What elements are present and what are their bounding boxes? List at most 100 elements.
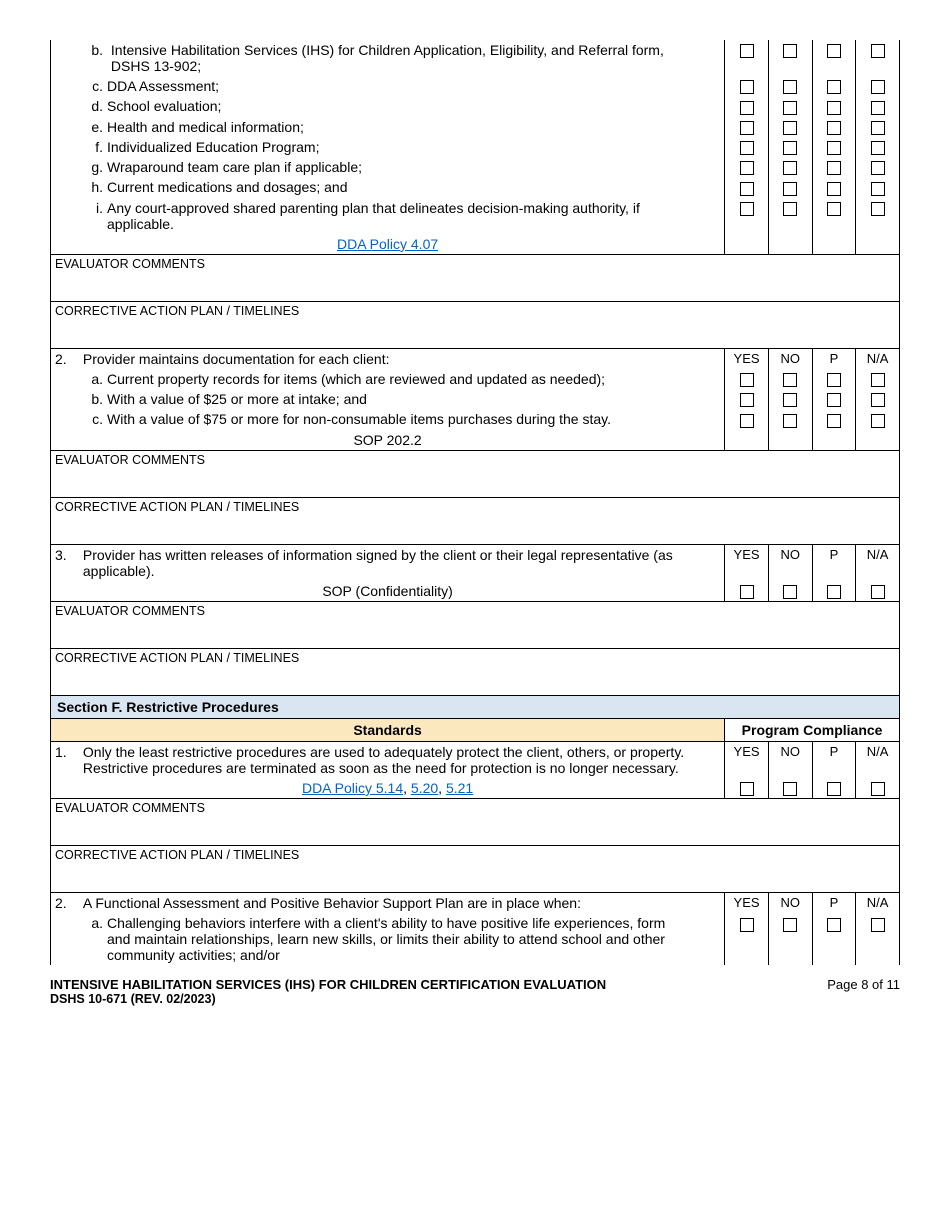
checkbox-p[interactable] — [827, 182, 841, 196]
item-letter: i. — [81, 200, 103, 216]
program-compliance-header: Program Compliance — [725, 718, 900, 741]
col-yes: YES — [725, 893, 769, 914]
question-number: 3. — [55, 547, 77, 563]
checkbox-na[interactable] — [871, 202, 885, 216]
col-na: N/A — [856, 741, 900, 778]
policy-link[interactable]: DDA Policy 4.07 — [337, 236, 438, 252]
col-p: P — [812, 348, 856, 369]
checkbox-no[interactable] — [783, 182, 797, 196]
checkbox-yes[interactable] — [740, 80, 754, 94]
checkbox-yes[interactable] — [740, 585, 754, 599]
checkbox-p[interactable] — [827, 202, 841, 216]
item-text: Individualized Education Program; — [107, 139, 687, 155]
evaluator-comments: EVALUATOR COMMENTS — [51, 450, 900, 497]
section-f-header: Section F. Restrictive Procedures — [51, 695, 900, 718]
checkbox-p[interactable] — [827, 918, 841, 932]
corrective-action: CORRECTIVE ACTION PLAN / TIMELINES — [51, 497, 900, 544]
checkbox-p[interactable] — [827, 161, 841, 175]
checkbox-p[interactable] — [827, 585, 841, 599]
checkbox-no[interactable] — [783, 918, 797, 932]
page-footer: INTENSIVE HABILITATION SERVICES (IHS) FO… — [50, 977, 900, 1006]
checkbox-no[interactable] — [783, 782, 797, 796]
item-letter: a. — [81, 915, 103, 931]
checkbox-yes[interactable] — [740, 782, 754, 796]
col-p: P — [812, 741, 856, 778]
checkbox-yes[interactable] — [740, 202, 754, 216]
corrective-action: CORRECTIVE ACTION PLAN / TIMELINES — [51, 648, 900, 695]
col-no: NO — [768, 544, 812, 581]
checkbox-na[interactable] — [871, 44, 885, 58]
checkbox-yes[interactable] — [740, 44, 754, 58]
checkbox-no[interactable] — [783, 414, 797, 428]
item-letter: d. — [81, 98, 103, 114]
reference-text: SOP (Confidentiality) — [55, 583, 720, 599]
col-p: P — [812, 893, 856, 914]
checkbox-no[interactable] — [783, 80, 797, 94]
checkbox-no[interactable] — [783, 121, 797, 135]
evaluation-form-table: b. Intensive Habilitation Services (IHS)… — [50, 40, 900, 965]
checkbox-na[interactable] — [871, 918, 885, 932]
checkbox-na[interactable] — [871, 101, 885, 115]
checkbox-yes[interactable] — [740, 161, 754, 175]
checkbox-no[interactable] — [783, 44, 797, 58]
checkbox-no[interactable] — [783, 393, 797, 407]
item-letter: f. — [81, 139, 103, 155]
reference-text: SOP 202.2 — [55, 432, 720, 448]
policy-link[interactable]: 5.21 — [446, 780, 473, 796]
col-yes: YES — [725, 544, 769, 581]
item-letter: a. — [81, 371, 103, 387]
item-letter: c. — [81, 411, 103, 427]
checkbox-yes[interactable] — [740, 182, 754, 196]
item-text: With a value of $75 or more for non-cons… — [107, 411, 687, 427]
corrective-action: CORRECTIVE ACTION PLAN / TIMELINES — [51, 301, 900, 348]
checkbox-no[interactable] — [783, 161, 797, 175]
checkbox-yes[interactable] — [740, 121, 754, 135]
checkbox-na[interactable] — [871, 80, 885, 94]
footer-title: INTENSIVE HABILITATION SERVICES (IHS) FO… — [50, 977, 606, 992]
question-number: 2. — [55, 351, 77, 367]
checkbox-na[interactable] — [871, 141, 885, 155]
checkbox-na[interactable] — [871, 121, 885, 135]
checkbox-no[interactable] — [783, 202, 797, 216]
checkbox-p[interactable] — [827, 44, 841, 58]
item-text: Intensive Habilitation Services (IHS) fo… — [111, 42, 691, 74]
checkbox-na[interactable] — [871, 393, 885, 407]
checkbox-p[interactable] — [827, 393, 841, 407]
item-text: Health and medical information; — [107, 119, 687, 135]
item-letter: c. — [81, 78, 103, 94]
checkbox-yes[interactable] — [740, 414, 754, 428]
footer-page-number: Page 8 of 11 — [827, 977, 900, 1006]
checkbox-p[interactable] — [827, 121, 841, 135]
item-text: With a value of $25 or more at intake; a… — [107, 391, 687, 407]
checkbox-p[interactable] — [827, 414, 841, 428]
checkbox-na[interactable] — [871, 585, 885, 599]
evaluator-comments: EVALUATOR COMMENTS — [51, 601, 900, 648]
checkbox-yes[interactable] — [740, 373, 754, 387]
checkbox-p[interactable] — [827, 782, 841, 796]
checkbox-yes[interactable] — [740, 141, 754, 155]
col-yes: YES — [725, 741, 769, 778]
checkbox-no[interactable] — [783, 585, 797, 599]
evaluator-comments: EVALUATOR COMMENTS — [51, 254, 900, 301]
checkbox-yes[interactable] — [740, 101, 754, 115]
checkbox-p[interactable] — [827, 373, 841, 387]
checkbox-na[interactable] — [871, 182, 885, 196]
checkbox-p[interactable] — [827, 141, 841, 155]
checkbox-no[interactable] — [783, 141, 797, 155]
policy-link[interactable]: 5.20 — [411, 780, 438, 796]
checkbox-na[interactable] — [871, 161, 885, 175]
checkbox-no[interactable] — [783, 101, 797, 115]
checkbox-na[interactable] — [871, 414, 885, 428]
checkbox-no[interactable] — [783, 373, 797, 387]
checkbox-yes[interactable] — [740, 393, 754, 407]
checkbox-p[interactable] — [827, 80, 841, 94]
col-na: N/A — [856, 544, 900, 581]
item-text: DDA Assessment; — [107, 78, 687, 94]
checkbox-p[interactable] — [827, 101, 841, 115]
policy-link[interactable]: DDA Policy 5.14 — [302, 780, 403, 796]
checkbox-na[interactable] — [871, 782, 885, 796]
item-text: School evaluation; — [107, 98, 687, 114]
checkbox-yes[interactable] — [740, 918, 754, 932]
item-letter: b. — [81, 42, 103, 58]
checkbox-na[interactable] — [871, 373, 885, 387]
